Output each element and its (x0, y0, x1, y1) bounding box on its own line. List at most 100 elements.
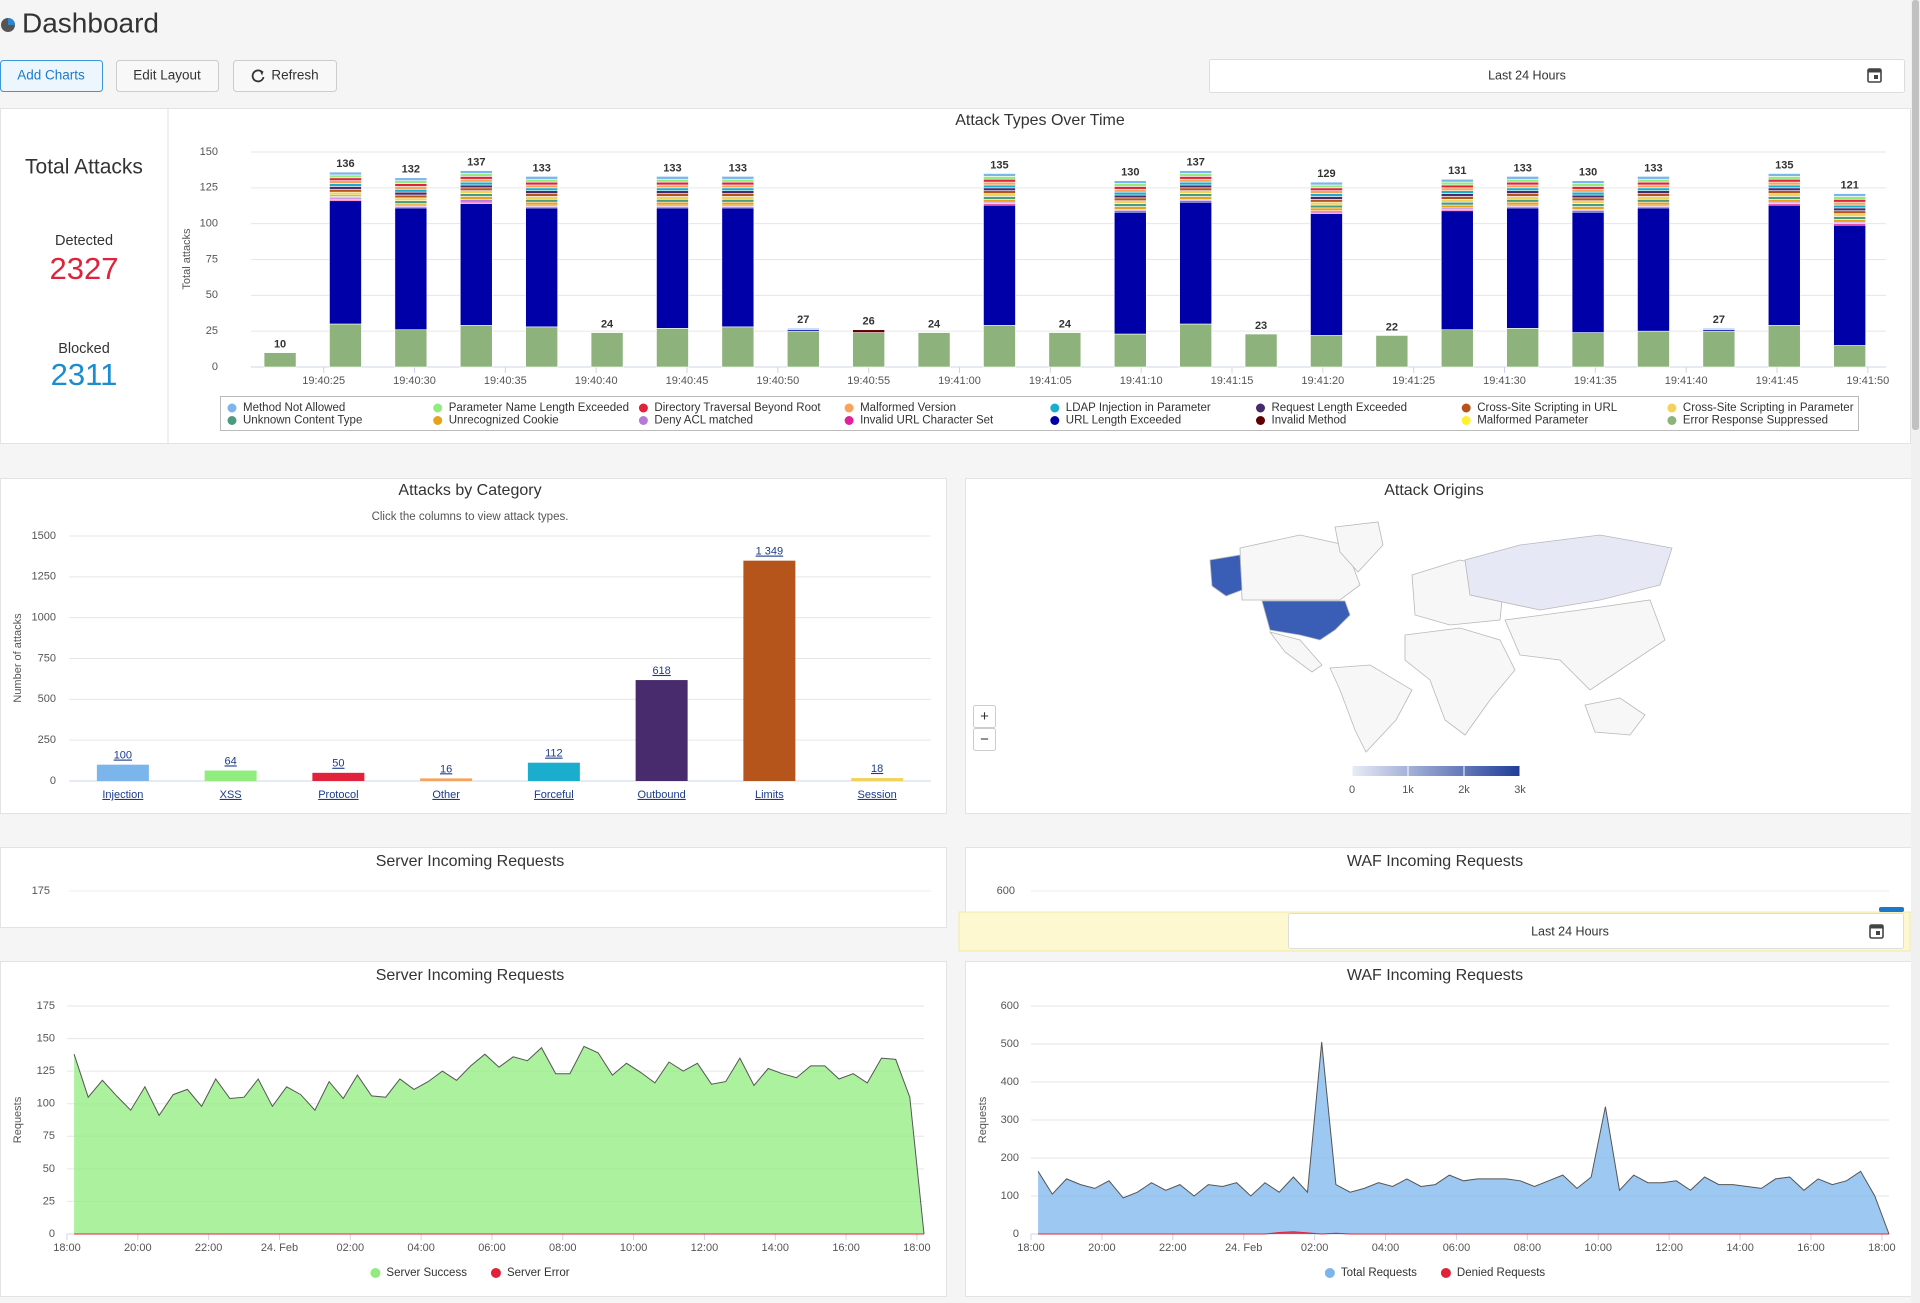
legend-label[interactable]: Unknown Content Type (243, 415, 362, 427)
data-label[interactable]: 64 (225, 755, 237, 767)
world-map (1209, 521, 1673, 753)
legend-label[interactable]: Request Length Exceeded (1272, 402, 1408, 414)
zoom-in-button[interactable] (973, 705, 996, 728)
legend-label[interactable]: Invalid URL Character Set (860, 415, 994, 427)
bar[interactable] (527, 762, 580, 781)
bar-segment (721, 176, 755, 180)
bar-segment (459, 176, 493, 180)
legend-label[interactable]: Directory Traversal Beyond Root (654, 402, 821, 414)
legend-label[interactable]: Deny ACL matched (654, 415, 753, 427)
legend-label[interactable]: Total Requests (1341, 1267, 1417, 1279)
legend-label[interactable]: Malformed Parameter (1477, 415, 1588, 427)
bar-segment (525, 181, 558, 186)
data-label[interactable]: 16 (440, 763, 452, 775)
stack-total-label: 135 (990, 159, 1008, 171)
edit-layout-button[interactable] (116, 60, 219, 92)
bar-segment (329, 180, 362, 184)
stack-total-label: 27 (797, 314, 809, 326)
x-tick-label: 19:41:10 (1120, 375, 1163, 387)
legend-label[interactable]: URL Length Exceeded (1066, 415, 1181, 427)
add-charts-button[interactable] (0, 60, 103, 92)
legend-label[interactable]: Denied Requests (1457, 1267, 1545, 1279)
date-range-label[interactable]: Last 24 Hours (1488, 68, 1566, 82)
legend-label[interactable]: Error Response Suppressed (1683, 415, 1828, 427)
date-range-picker[interactable] (1209, 59, 1905, 93)
legend-marker (1050, 403, 1060, 413)
date-range-label[interactable]: Last 24 Hours (1531, 924, 1609, 938)
bar-segment (721, 181, 755, 186)
x-tick-label[interactable]: Injection (102, 789, 143, 801)
legend-label[interactable]: Server Success (386, 1267, 467, 1279)
bar-segment (1637, 184, 1670, 189)
bar[interactable] (743, 560, 796, 781)
bar[interactable] (851, 778, 904, 781)
legend-label[interactable]: Malformed Version (860, 402, 956, 414)
bar-segment (1113, 206, 1147, 210)
bar[interactable] (420, 778, 473, 781)
bar[interactable] (96, 764, 149, 781)
legend-label[interactable]: Unrecognized Cookie (449, 415, 559, 427)
bar-segment (1833, 213, 1866, 217)
bar-segment (1506, 196, 1539, 200)
x-tick-label: 19:40:30 (393, 375, 436, 387)
legend-label[interactable]: Server Error (507, 1267, 570, 1279)
legend-label[interactable]: Method Not Allowed (243, 402, 345, 414)
x-tick-label: 19:41:05 (1029, 375, 1072, 387)
legend-marker (490, 1268, 501, 1278)
area-line (1038, 1231, 1889, 1235)
refresh-button[interactable] (233, 60, 337, 92)
date-range-picker[interactable] (1288, 913, 1904, 949)
zoom-out-button[interactable] (973, 728, 996, 751)
bar[interactable] (635, 680, 688, 781)
scrollbar-track (1911, 0, 1920, 1303)
scrollbar-thumb[interactable] (1912, 0, 1919, 430)
bar-segment (1833, 224, 1866, 346)
x-tick-label[interactable]: Protocol (318, 789, 358, 801)
zoom-out-label[interactable]: − (980, 731, 989, 748)
legend-marker (1324, 1268, 1335, 1278)
bar-segment (983, 184, 1016, 189)
legend-marker (1461, 403, 1471, 413)
bar-segment (1637, 207, 1670, 332)
zoom-in-label[interactable]: + (980, 708, 989, 725)
legend-label[interactable]: Cross-Site Scripting in URL (1477, 402, 1618, 414)
legend-label[interactable]: Invalid Method (1272, 415, 1347, 427)
bar[interactable] (204, 770, 257, 781)
data-label[interactable]: 618 (652, 665, 670, 677)
y-tick-label: 600 (1001, 1000, 1019, 1012)
data-label[interactable]: 1 349 (756, 546, 784, 558)
x-tick-label[interactable]: XSS (220, 789, 242, 801)
bar-segment (525, 207, 558, 328)
x-tick-label[interactable]: Outbound (637, 789, 685, 801)
button-label[interactable]: Refresh (271, 68, 318, 83)
ghost-title: WAF Incoming Requests (1347, 853, 1523, 870)
legend-label[interactable]: Parameter Name Length Exceeded (449, 402, 629, 414)
bar-segment (1179, 170, 1212, 174)
bar-segment (329, 174, 362, 179)
data-label[interactable]: 50 (332, 758, 344, 770)
y-tick-label: 500 (38, 693, 56, 705)
bar-segment (721, 184, 755, 189)
data-label[interactable]: 100 (114, 750, 132, 762)
bar-segment (1310, 213, 1343, 336)
x-tick-label[interactable]: Session (858, 789, 897, 801)
bar[interactable] (312, 772, 365, 781)
legend-label[interactable]: LDAP Injection in Parameter (1066, 402, 1211, 414)
button-label[interactable]: Add Charts (17, 68, 85, 83)
bar-segment (329, 183, 362, 187)
x-tick-label[interactable]: Limits (755, 789, 784, 801)
data-label[interactable]: 112 (545, 748, 563, 760)
area-fill (74, 1046, 924, 1234)
x-tick-label[interactable]: Forceful (534, 789, 574, 801)
bar-segment (721, 201, 755, 206)
legend-label[interactable]: Cross-Site Scripting in Parameter (1683, 402, 1854, 414)
y-tick-label: 0 (49, 1228, 55, 1240)
y-tick-label: 75 (43, 1130, 55, 1142)
bar-segment (329, 323, 362, 368)
bar-segment (1506, 207, 1539, 329)
button-label[interactable]: Edit Layout (133, 68, 201, 83)
bar-segment (1702, 327, 1736, 331)
x-tick-label[interactable]: Other (432, 789, 460, 801)
data-label[interactable]: 18 (871, 763, 883, 775)
x-tick-label: 19:40:55 (847, 375, 890, 387)
